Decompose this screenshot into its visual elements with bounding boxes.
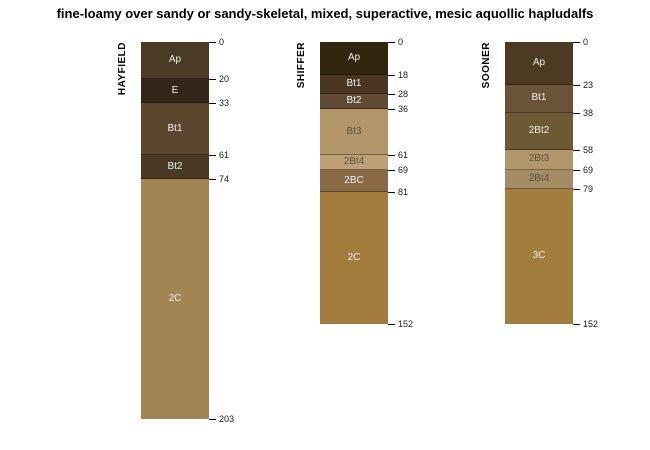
depth-tick [573, 188, 580, 190]
depth-tick [573, 170, 580, 172]
depth-tick [388, 75, 395, 77]
depth-label: 69 [398, 165, 409, 176]
depth-label: 0 [398, 37, 404, 47]
profile-name: HAYFIELD [117, 42, 128, 96]
horizon-name: 2Bt2 [528, 124, 550, 136]
horizon-rect: Ap [505, 42, 573, 85]
horizon-rect: Bt1 [320, 75, 388, 94]
profile-column: Ap Bt1 2Bt2 2Bt3 2Bt4 3C [505, 42, 573, 325]
horizon-name: 3C [532, 250, 546, 262]
horizon-rect: Bt1 [505, 84, 573, 113]
depth-label: 203 [219, 413, 235, 424]
depth-tick [388, 42, 395, 43]
horizon-name: Ap [347, 52, 361, 64]
depth-tick [209, 179, 216, 181]
depth-tick [573, 42, 580, 43]
depth-label: 20 [219, 74, 230, 85]
depth-label: 33 [219, 98, 230, 109]
horizon-name: Ap [168, 54, 182, 66]
depth-tick [388, 155, 395, 157]
depth-tick [573, 84, 580, 86]
profile-column: Ap E Bt1 Bt2 2C [141, 42, 209, 419]
depth-label: 152 [583, 319, 599, 330]
depth-label: 74 [219, 174, 230, 185]
depth-tick [388, 93, 395, 95]
horizon-name: 2Bt4 [343, 156, 365, 168]
depth-label: 36 [398, 103, 409, 114]
horizon-rect: 2Bt4 [505, 170, 573, 189]
depth-tick [209, 42, 216, 43]
horizon-name: 2Bt3 [528, 153, 550, 165]
horizon-rect: 2C [141, 179, 209, 419]
horizon-rect: 2Bt3 [505, 149, 573, 171]
horizon-name: 2C [168, 293, 182, 305]
horizon-name: Bt2 [346, 94, 362, 106]
profile-name: SHIFFER [296, 42, 307, 89]
horizon-rect: E [141, 79, 209, 104]
depth-label: 0 [219, 37, 225, 47]
depth-label: 58 [583, 144, 594, 155]
depth-label: 61 [219, 150, 230, 161]
depth-tick [209, 155, 216, 157]
horizon-rect: 2BC [320, 170, 388, 193]
depth-label: 0 [583, 37, 589, 47]
horizon-rect: Bt2 [320, 93, 388, 109]
horizon-name: E [171, 84, 179, 96]
horizon-rect: 3C [505, 188, 573, 325]
depth-tick [209, 103, 216, 105]
depth-tick [209, 418, 216, 420]
depth-label: 61 [398, 150, 409, 161]
horizon-name: Bt1 [531, 92, 547, 104]
horizon-rect: 2Bt4 [320, 155, 388, 171]
chart-title: fine-loamy over sandy or sandy-skeletal,… [56, 6, 594, 21]
horizon-name: 2BC [344, 174, 364, 186]
depth-label: 69 [583, 165, 594, 176]
horizon-name: Bt1 [346, 78, 362, 90]
profile-name: SOONER [481, 42, 492, 89]
depth-label: 152 [398, 319, 414, 330]
horizon-rect: Ap [320, 42, 388, 76]
horizon-name: Bt1 [167, 122, 183, 134]
horizon-name: 2C [347, 252, 361, 264]
horizon-rect: Bt3 [320, 108, 388, 156]
depth-label: 18 [398, 70, 409, 81]
horizon-rect: 2Bt2 [505, 112, 573, 150]
horizon-name: 2Bt4 [528, 172, 550, 184]
depth-tick [388, 170, 395, 172]
horizon-rect: Bt1 [141, 103, 209, 156]
depth-tick [388, 108, 395, 110]
depth-label: 38 [583, 107, 594, 118]
depth-label: 81 [398, 187, 409, 198]
horizon-name: Bt2 [167, 160, 183, 172]
depth-tick [573, 112, 580, 114]
depth-tick [573, 149, 580, 151]
depth-tick [388, 192, 395, 194]
horizon-name: Ap [532, 56, 546, 68]
profile-column: Ap Bt1 Bt2 Bt3 2Bt4 2BC 2C [320, 42, 388, 325]
horizon-rect: Bt2 [141, 155, 209, 180]
horizon-rect: Ap [141, 42, 209, 80]
depth-tick [209, 79, 216, 81]
depth-label: 23 [583, 79, 594, 90]
depth-tick [388, 324, 395, 326]
depth-label: 79 [583, 183, 594, 194]
depth-label: 28 [398, 88, 409, 99]
depth-tick [573, 324, 580, 326]
horizon-rect: 2C [320, 192, 388, 325]
horizon-name: Bt3 [346, 125, 362, 137]
